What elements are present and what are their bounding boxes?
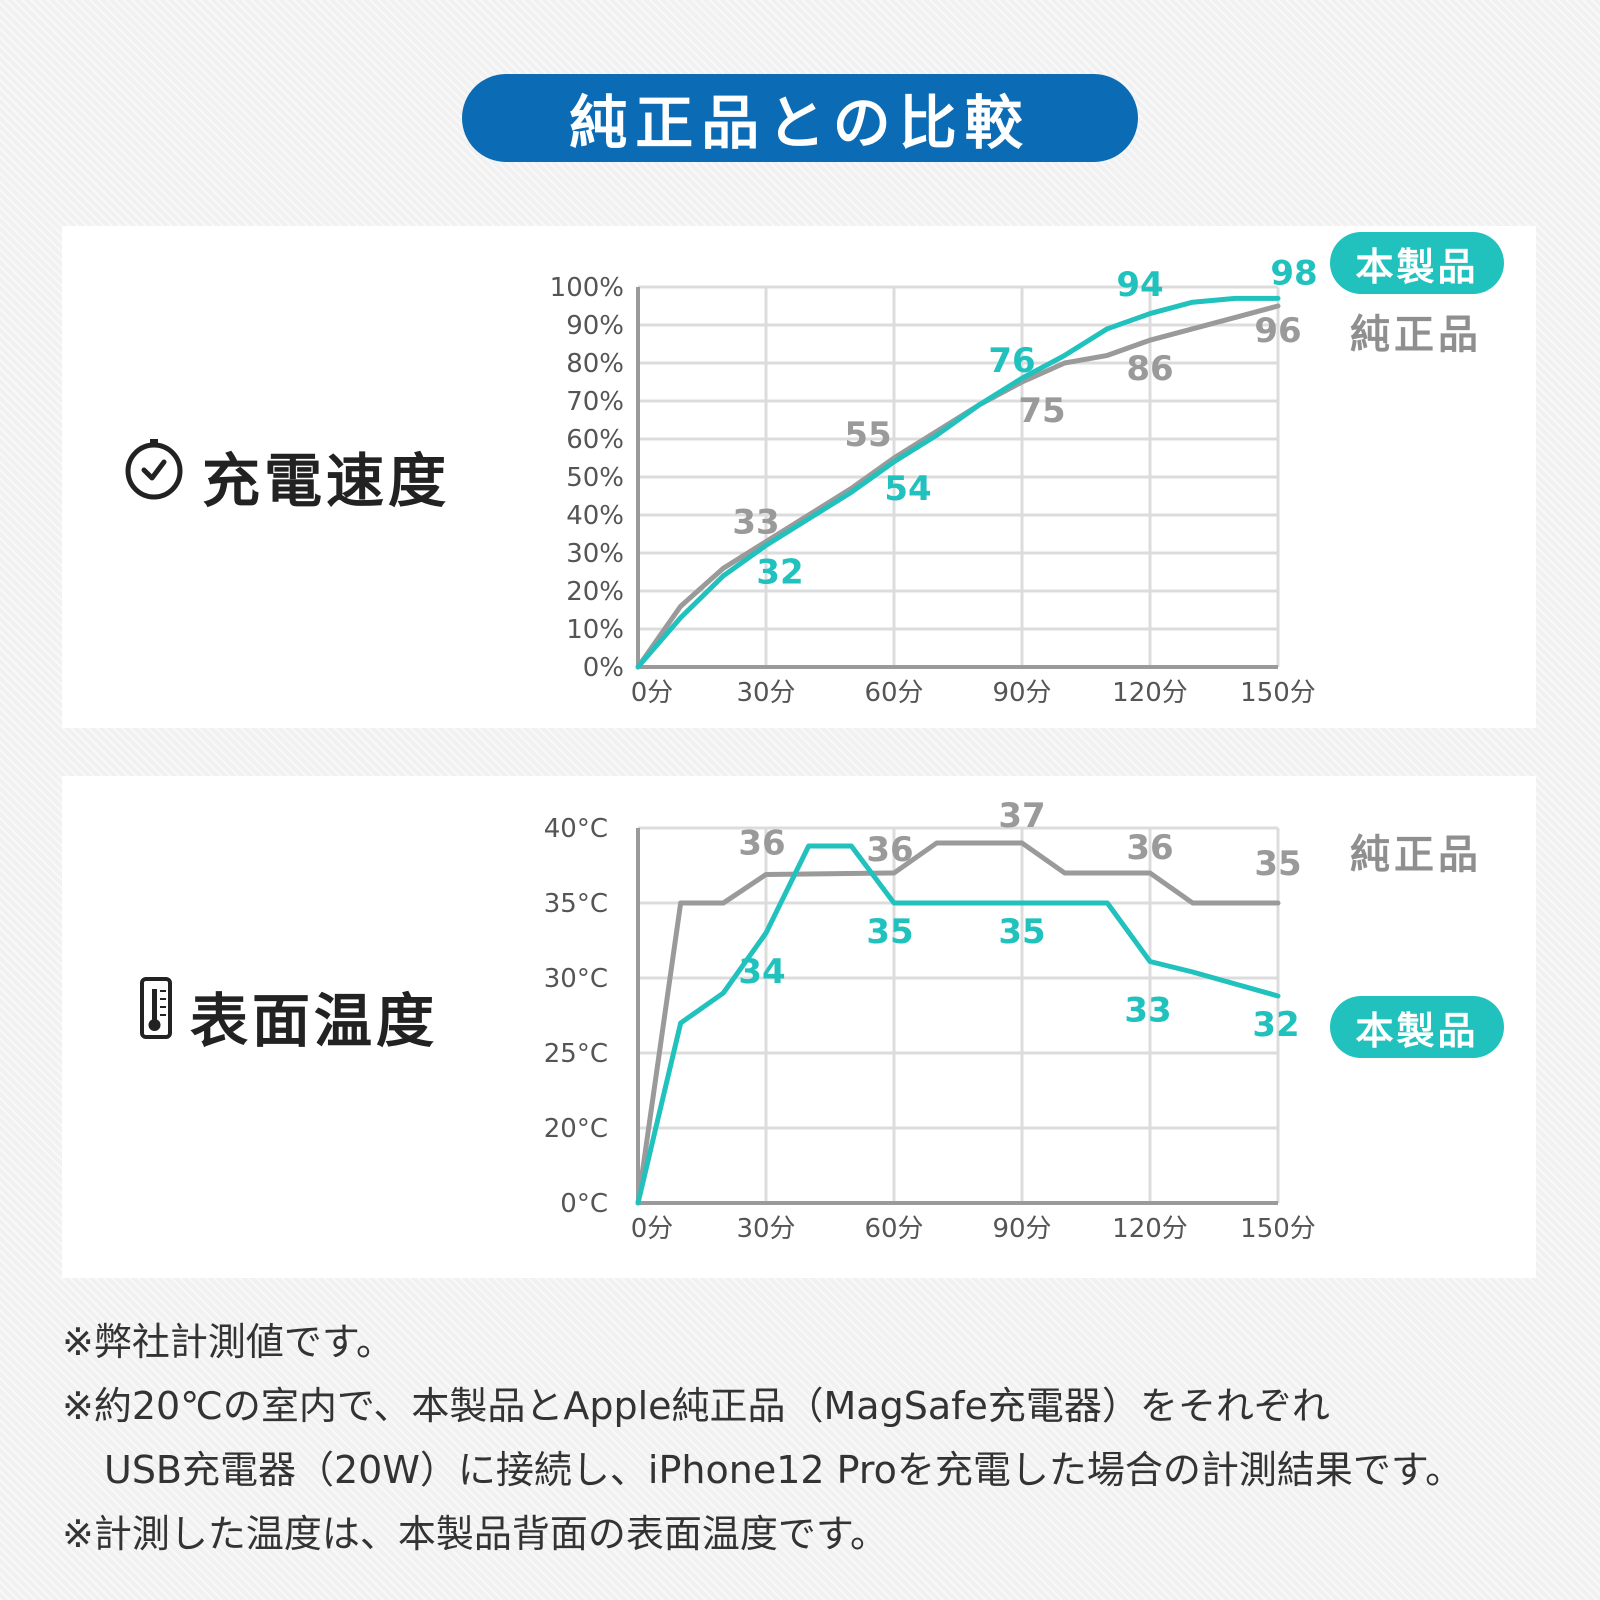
surface-temperature-chart: 0°C 20°C 25°C 30°C 35°C 40°C 0分 30分 60分 90分 120分 15… (544, 796, 1316, 1244)
x-tick-label: 30分 (736, 1214, 795, 1244)
thermometer-icon (138, 977, 174, 1055)
y-tick-label: 90% (566, 311, 624, 341)
x-tick-label: 60分 (864, 1214, 923, 1244)
x-tick-label: 150分 (1240, 678, 1316, 708)
y-tick-label: 60% (566, 425, 624, 455)
data-label-genuine: 36 (738, 824, 785, 864)
page-title: 純正品との比較 (462, 74, 1138, 162)
x-tick-label: 120分 (1112, 678, 1188, 708)
data-label-product: 54 (884, 469, 931, 509)
x-tick-label: 30分 (736, 678, 795, 708)
surface-temperature-title: 表面温度 (190, 987, 439, 1055)
y-tick-label: 20°C (544, 1114, 608, 1144)
y-tick-label: 35°C (544, 889, 608, 919)
data-label-genuine: 36 (1126, 828, 1173, 868)
x-tick-label: 90分 (992, 1214, 1051, 1244)
footnote: ※約20℃の室内で、本製品とApple純正品（MagSafe充電器）をそれぞれ (62, 1384, 1330, 1428)
data-label-genuine: 37 (998, 796, 1045, 836)
y-tick-label: 50% (566, 463, 624, 493)
y-tick-label: 0% (583, 653, 624, 683)
legend-product: 本製品 (1330, 996, 1504, 1058)
charging-speed-panel: 充電速度 0% 10% 20% 30% 40% 50% 60% 70% 80% 90% 100% 0分… (62, 226, 1536, 728)
series-line-genuine (635, 840, 1281, 1206)
x-tick-label: 0分 (631, 1214, 674, 1244)
data-label-product: 98 (1270, 254, 1317, 294)
data-label-genuine: 75 (1018, 391, 1065, 431)
y-tick-label: 40% (566, 501, 624, 531)
charging-speed-label: 充電速度 (122, 434, 450, 518)
y-tick-label: 70% (566, 387, 624, 417)
data-label-product: 94 (1116, 265, 1163, 305)
data-label-product: 35 (866, 912, 913, 952)
series-line-product (635, 295, 1281, 670)
series-line-genuine (635, 303, 1281, 670)
x-tick-label: 90分 (992, 678, 1051, 708)
legend-genuine: 純正品 (1350, 832, 1482, 878)
legend-genuine: 純正品 (1350, 312, 1482, 358)
data-label-product: 34 (738, 952, 785, 992)
charging-speed-chart: 0% 10% 20% 30% 40% 50% 60% 70% 80% 90% 100% 0分 30分 60… (550, 254, 1318, 708)
legend-product: 本製品 (1330, 232, 1504, 294)
y-tick-label: 30°C (544, 964, 608, 994)
footnote: ※計測した温度は、本製品背面の表面温度です。 (62, 1512, 889, 1556)
x-tick-label: 0分 (631, 678, 674, 708)
series-line-product (635, 843, 1281, 1206)
data-label-genuine: 36 (866, 830, 913, 870)
data-label-product: 33 (1124, 991, 1171, 1031)
x-tick-label: 60分 (864, 678, 923, 708)
data-label-product: 76 (988, 341, 1035, 381)
data-label-product: 32 (756, 552, 803, 592)
y-tick-label: 20% (566, 577, 624, 607)
x-tick-label: 120分 (1112, 1214, 1188, 1244)
y-tick-label: 10% (566, 615, 624, 645)
y-tick-label: 0°C (560, 1189, 608, 1219)
surface-temperature-panel: 表面温度 0°C 20°C 25°C 30°C 35°C 40°C 0分 30分 60分 90分 1… (62, 776, 1536, 1278)
y-tick-label: 30% (566, 539, 624, 569)
x-tick-label: 150分 (1240, 1214, 1316, 1244)
data-label-genuine: 55 (844, 415, 891, 455)
data-label-genuine: 86 (1126, 349, 1173, 389)
y-tick-label: 40°C (544, 814, 608, 844)
y-tick-label: 100% (550, 273, 624, 303)
footnote: USB充電器（20W）に接続し、iPhone12 Proを充電した場合の計測結果… (104, 1448, 1464, 1492)
data-label-product: 35 (998, 912, 1045, 952)
y-tick-label: 80% (566, 349, 624, 379)
surface-temperature-label: 表面温度 (138, 974, 438, 1058)
data-label-genuine: 96 (1254, 311, 1301, 351)
timer-icon (122, 437, 186, 515)
y-tick-label: 25°C (544, 1039, 608, 1069)
charging-speed-title: 充電速度 (202, 447, 451, 515)
data-label-product: 32 (1252, 1005, 1299, 1045)
footnotes: ※弊社計測値です。 ※約20℃の室内で、本製品とApple純正品（MagSafe… (62, 1310, 1562, 1566)
data-label-genuine: 33 (732, 503, 779, 543)
data-label-genuine: 35 (1254, 844, 1301, 884)
footnote: ※弊社計測値です。 (62, 1320, 395, 1364)
